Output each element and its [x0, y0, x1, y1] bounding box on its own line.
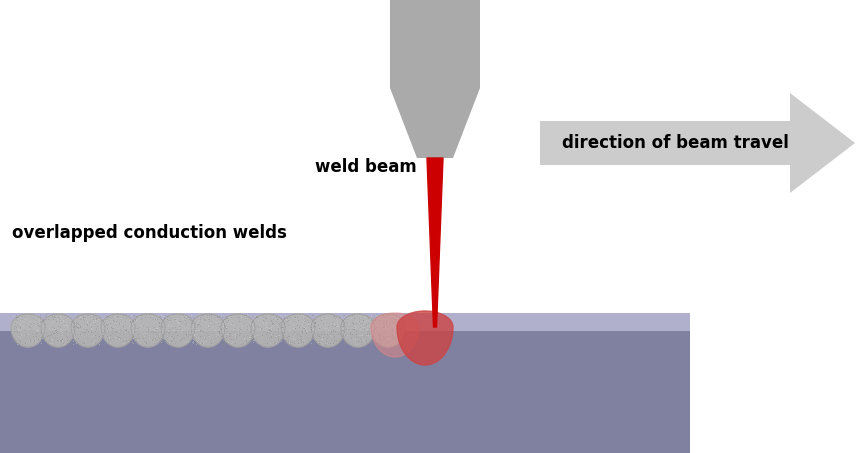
Polygon shape	[220, 314, 255, 347]
Polygon shape	[281, 314, 314, 347]
Polygon shape	[370, 313, 418, 357]
Polygon shape	[389, 88, 480, 158]
Polygon shape	[539, 93, 854, 193]
Polygon shape	[370, 314, 405, 347]
FancyBboxPatch shape	[0, 313, 689, 453]
Polygon shape	[311, 314, 344, 347]
Polygon shape	[131, 314, 164, 347]
Polygon shape	[191, 314, 225, 347]
Text: weld beam: weld beam	[315, 158, 417, 176]
FancyBboxPatch shape	[0, 313, 689, 331]
Polygon shape	[41, 314, 75, 347]
Polygon shape	[251, 314, 285, 347]
Polygon shape	[341, 314, 375, 347]
Text: direction of beam travel: direction of beam travel	[561, 134, 788, 152]
Text: overlapped conduction welds: overlapped conduction welds	[12, 224, 287, 242]
Polygon shape	[71, 314, 105, 347]
Polygon shape	[426, 158, 443, 327]
Polygon shape	[161, 314, 195, 347]
Polygon shape	[11, 314, 45, 347]
Polygon shape	[389, 0, 480, 88]
Polygon shape	[397, 311, 453, 365]
Polygon shape	[101, 314, 135, 347]
